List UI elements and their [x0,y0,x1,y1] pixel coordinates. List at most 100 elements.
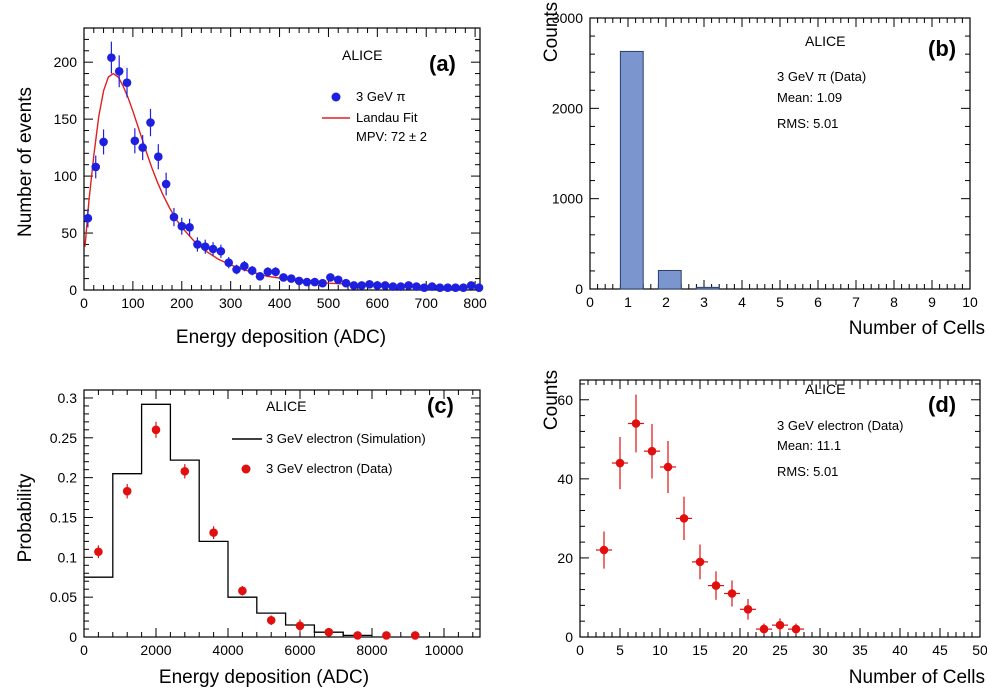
panel-a-point [146,118,155,127]
panel-b-label: (b) [928,36,956,61]
panel-d-ytick-label: 40 [557,471,573,487]
panel-c-point [122,486,132,496]
panel-d-xtick-label: 10 [652,642,668,658]
panel-b-xtick-label: 8 [890,294,898,310]
panel-a-point [474,283,484,293]
panel-a-point [271,267,280,277]
panel-c-point [382,631,391,640]
panel-b-legend-data: 3 GeV π (Data) [777,69,866,84]
panel-a-point [373,281,382,290]
panel-a-xlabel: Energy deposition (ADC) [176,327,386,348]
panel-c-frame [83,389,481,638]
panel-a-ylabel: Number of events [15,87,36,237]
panel-d-point [663,462,673,472]
panel-d-xtick-label: 45 [932,642,948,658]
panel-c-xtick-label: 0 [80,642,88,658]
panel-c-ytick-label: 0.3 [58,390,78,406]
panel-b-xtick-label: 7 [852,294,860,310]
panel-b-bar [695,286,720,290]
panel-c-ytick-label: 0.05 [50,589,77,605]
panel-a-point [208,244,218,254]
panel-a-xtick-label: 200 [170,295,194,311]
panel-b-xtick-label: 2 [662,294,670,310]
panel-b-frame [589,17,971,290]
panel-d-legend-data: 3 GeV electron (Data) [777,418,903,433]
panel-c-simulation-step [84,403,372,637]
panel-d-plot: 0 5 10 15 20 25 30 35 40 45 50 0 20 40 60 [557,379,987,658]
panel-c-legend-data: 3 GeV electron (Data) [266,461,392,476]
panel-a-point [138,143,147,152]
panel-c-ytick-label: 0.15 [50,509,77,525]
panel-c-point [209,528,218,537]
panel-d-point [695,557,705,567]
panel-a-point [310,277,320,287]
panel-a-point [341,278,351,288]
panel-a-point [263,267,273,277]
panel-a-point [114,66,124,76]
panel-d-ylabel: Counts [541,370,562,430]
panel-c-experiment: ALICE [266,398,306,414]
panel-c-xtick-label: 8000 [356,642,387,658]
panel-d-xtick-label: 0 [576,642,584,658]
panel-d-xtick-label: 25 [772,642,788,658]
panel-a-legend-data-marker [331,92,341,102]
panel-d-point [727,589,737,598]
panel-a-point [193,240,202,249]
panel-a-point [396,282,406,291]
panel-c: 0 2000 4000 6000 8000 10000 0 0.05 0.1 0.15 0.2 0.2… [15,389,481,688]
panel-c-ytick-label: 0.25 [50,430,77,446]
panel-a-point [443,283,453,293]
panel-a-xtick-label: 400 [268,295,292,311]
panel-d-xlabel: Number of Cells [849,667,985,688]
panel-a-point [435,283,445,293]
panel-b-bar [619,50,644,290]
panel-b-xtick-label: 9 [928,294,936,310]
panel-c-ytick-label: 0.1 [58,549,78,565]
panel-a-point [380,281,390,290]
panel-c-point [238,586,247,596]
panel-a-point [404,281,413,290]
panel-c-plot: 0 2000 4000 6000 8000 10000 0 0.05 0.1 0.15 0.2 0.2… [50,389,481,658]
panel-d-stats-rms: RMS: 5.01 [777,464,838,479]
panel-b-plot: 0 1 2 3 4 5 6 7 8 9 10 0 1000 2000 3000 [552,10,978,310]
panel-b-stats-mean: Mean: 1.09 [777,90,842,105]
panel-b: 0 1 2 3 4 5 6 7 8 9 10 0 1000 2000 3000 Counts Number … [541,2,985,339]
panel-a-xtick-label: 300 [219,295,243,311]
panel-c-ylabel: Probability [15,473,36,562]
panel-c-xtick-label: 6000 [284,642,315,658]
panel-d-point [615,458,625,468]
panel-a-point [200,242,210,252]
panel-a-point [255,272,265,281]
panel-b-bar [657,269,682,290]
panel-a-experiment: ALICE [342,47,382,63]
panel-d-point [759,624,769,634]
panel-d-ytick-label: 60 [557,392,573,408]
panel-a-point [279,273,288,282]
panel-d-xtick-label: 5 [616,642,624,658]
panel-d-ytick-label: 0 [565,629,573,645]
panel-d-xtick-label: 35 [852,642,868,658]
panel-d-point [775,620,785,630]
panel-a-ytick-label: 0 [69,282,77,298]
panel-c-point [324,627,334,637]
panel-a-point [216,246,226,256]
panel-b-ylabel: Counts [541,2,562,62]
panel-d-point [631,419,641,428]
panel-c-label: (c) [427,393,454,418]
panel-a-point [107,53,116,62]
panel-d-point [711,581,721,590]
panel-a-ytick-label: 100 [54,168,78,184]
panel-d-point [791,624,801,634]
panel-a-point [349,281,359,290]
panel-a-plot: 0 100 200 300 400 500 600 700 800 0 50 100 150 200 [54,27,487,311]
panel-d-ytick-label: 20 [557,550,573,566]
panel-a-point [326,273,335,282]
panel-a-point [357,281,366,290]
panel-a-point [224,258,234,267]
panel-b-xtick-label: 6 [814,294,822,310]
panel-a-point [318,278,327,288]
panel-b-xtick-label: 10 [962,294,978,310]
panel-a-xtick-label: 100 [121,295,145,311]
panel-a-xtick-label: 600 [366,295,390,311]
